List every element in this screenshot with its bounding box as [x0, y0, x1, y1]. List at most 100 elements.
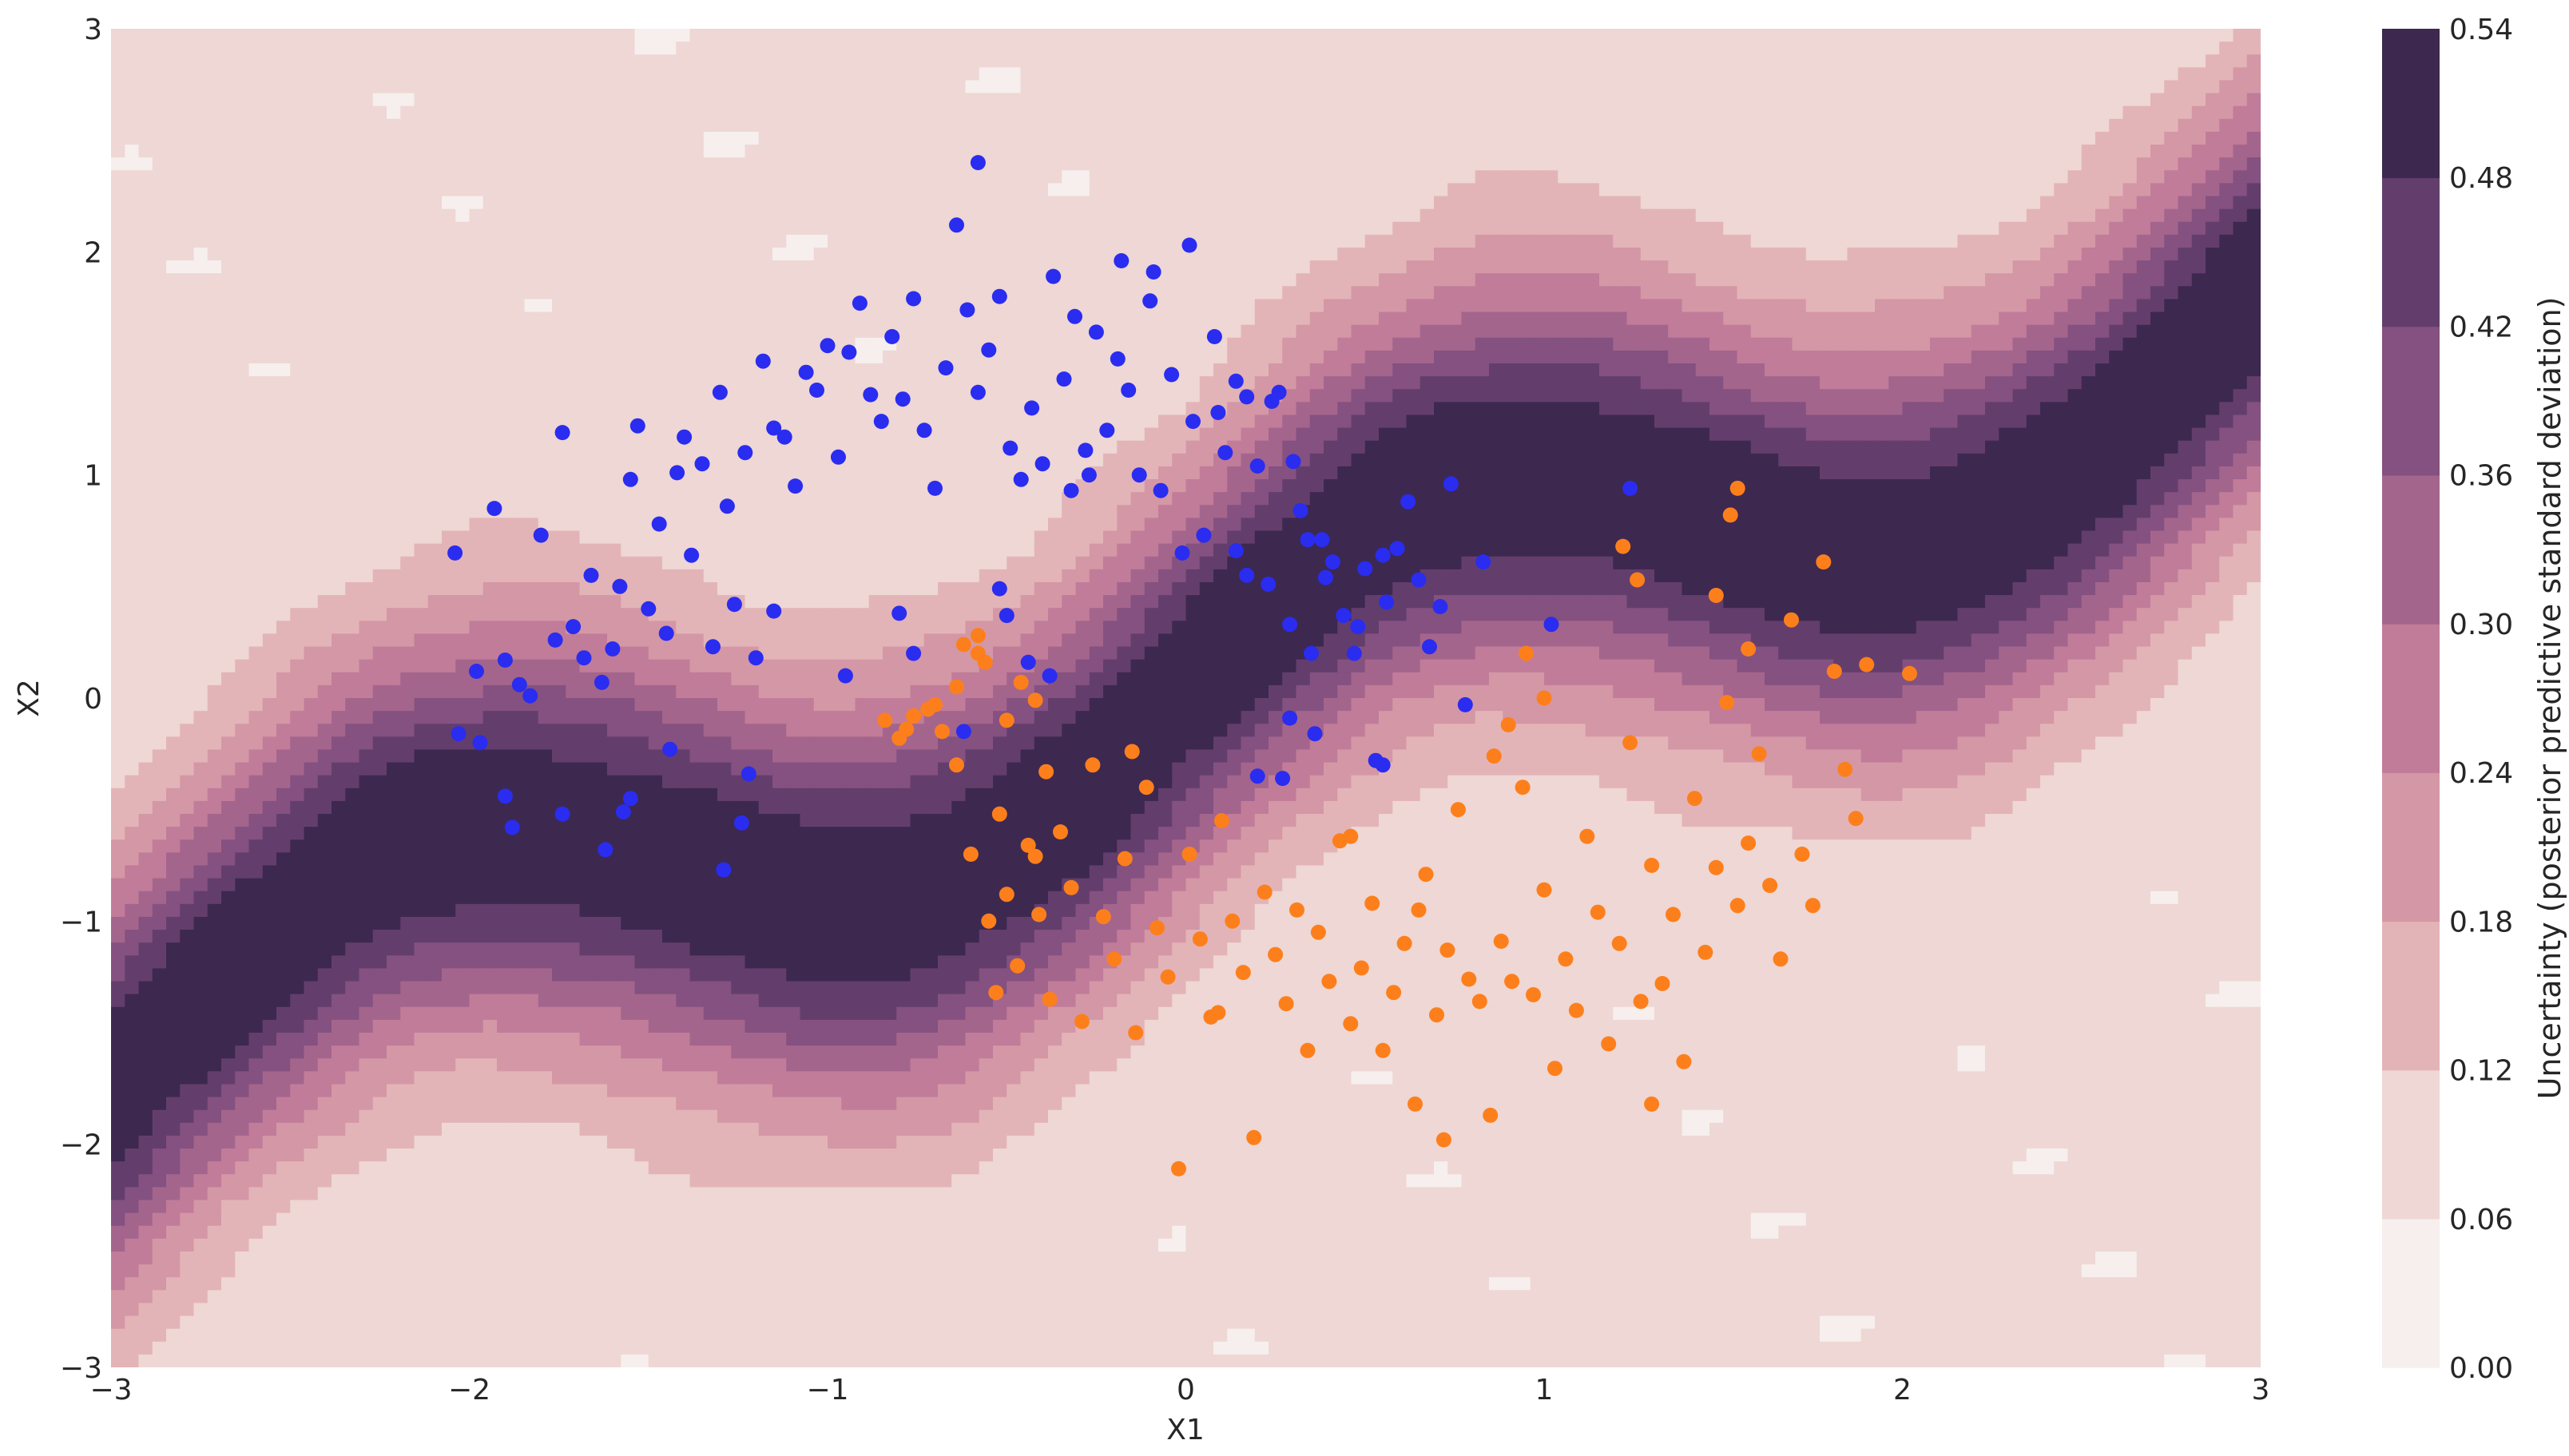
contour-cell — [1309, 208, 1324, 223]
contour-cell — [1985, 221, 2000, 236]
contour-cell — [1847, 260, 1862, 275]
contour-cell — [1144, 311, 1159, 326]
contour-cell — [248, 42, 264, 56]
contour-cell — [2122, 170, 2138, 184]
contour-cell — [1999, 311, 2014, 326]
contour-cell — [427, 324, 443, 339]
contour-cell — [634, 145, 649, 159]
contour-cell — [1213, 350, 1229, 364]
contour-cell — [1640, 311, 1655, 326]
contour-cell — [1571, 337, 1586, 351]
contour-cell — [2012, 337, 2027, 351]
contour-cell — [1351, 54, 1366, 69]
contour-cell — [2246, 324, 2261, 339]
contour-cell — [1737, 247, 1752, 261]
contour-cell — [772, 93, 788, 107]
contour-cell — [2109, 118, 2124, 133]
contour-cell — [896, 311, 911, 326]
contour-cell — [634, 29, 649, 43]
contour-cell — [2054, 157, 2069, 172]
contour-cell — [2012, 402, 2027, 416]
contour-cell — [166, 118, 181, 133]
contour-cell — [772, 337, 788, 351]
contour-cell — [207, 221, 222, 236]
contour-cell — [1130, 157, 1146, 172]
contour-cell — [2219, 350, 2234, 364]
contour-cell — [1007, 170, 1022, 184]
contour-cell — [387, 42, 402, 56]
contour-cell — [2067, 427, 2083, 442]
contour-cell — [648, 337, 663, 351]
contour-cell — [1364, 54, 1380, 69]
contour-cell — [248, 118, 264, 133]
contour-cell — [883, 389, 898, 403]
contour-cell — [2054, 427, 2069, 442]
contour-cell — [1805, 208, 1821, 223]
contour-cell — [1516, 67, 1531, 81]
contour-cell — [372, 145, 387, 159]
contour-cell — [1406, 118, 1421, 133]
contour-cell — [896, 427, 911, 442]
contour-cell — [1516, 105, 1531, 120]
contour-cell — [855, 273, 870, 288]
contour-cell — [1241, 105, 1256, 120]
contour-cell — [896, 93, 911, 107]
contour-cell — [1999, 131, 2014, 145]
contour-cell — [1048, 324, 1063, 339]
contour-cell — [276, 376, 292, 391]
contour-cell — [1144, 196, 1159, 210]
contour-cell — [1461, 324, 1476, 339]
contour-cell — [1888, 337, 1904, 351]
contour-cell — [1199, 145, 1214, 159]
contour-cell — [1282, 145, 1297, 159]
contour-cell — [1103, 299, 1118, 313]
contour-cell — [1172, 427, 1187, 442]
contour-cell — [910, 54, 925, 69]
contour-cell — [2178, 80, 2193, 94]
contour-cell — [1158, 415, 1173, 429]
contour-cell — [304, 131, 319, 145]
contour-cell — [2026, 29, 2041, 43]
contour-cell — [1503, 337, 1518, 351]
contour-cell — [1860, 221, 1876, 236]
contour-cell — [497, 157, 512, 172]
contour-cell — [758, 273, 773, 288]
contour-cell — [2095, 67, 2110, 81]
contour-cell — [1185, 208, 1201, 223]
contour-cell — [1282, 54, 1297, 69]
contour-cell — [414, 299, 429, 313]
contour-cell — [868, 118, 883, 133]
contour-cell — [332, 157, 347, 172]
contour-cell — [442, 183, 457, 197]
contour-cell — [2206, 260, 2221, 275]
contour-cell — [1172, 337, 1187, 351]
contour-cell — [2178, 311, 2193, 326]
contour-cell — [1062, 415, 1077, 429]
contour-cell — [910, 221, 925, 236]
contour-cell — [731, 196, 746, 210]
contour-cell — [1324, 93, 1339, 107]
contour-cell — [1902, 402, 1917, 416]
contour-cell — [965, 363, 980, 378]
contour-cell — [910, 234, 925, 248]
contour-cell — [1213, 170, 1229, 184]
contour-cell — [152, 183, 167, 197]
contour-cell — [1709, 337, 1725, 351]
contour-cell — [2164, 376, 2179, 391]
contour-cell — [1269, 221, 1284, 236]
contour-cell — [1820, 350, 1835, 364]
contour-cell — [2164, 54, 2179, 69]
contour-cell — [2191, 93, 2206, 107]
contour-cell — [359, 389, 374, 403]
contour-cell — [2191, 145, 2206, 159]
contour-cell — [387, 118, 402, 133]
contour-cell — [868, 170, 883, 184]
contour-cell — [1185, 311, 1201, 326]
contour-cell — [1309, 118, 1324, 133]
contour-cell — [125, 311, 140, 326]
contour-cell — [1585, 427, 1600, 442]
contour-cell — [1778, 221, 1793, 236]
contour-cell — [2122, 93, 2138, 107]
contour-cell — [1971, 363, 1986, 378]
contour-cell — [1585, 350, 1600, 364]
